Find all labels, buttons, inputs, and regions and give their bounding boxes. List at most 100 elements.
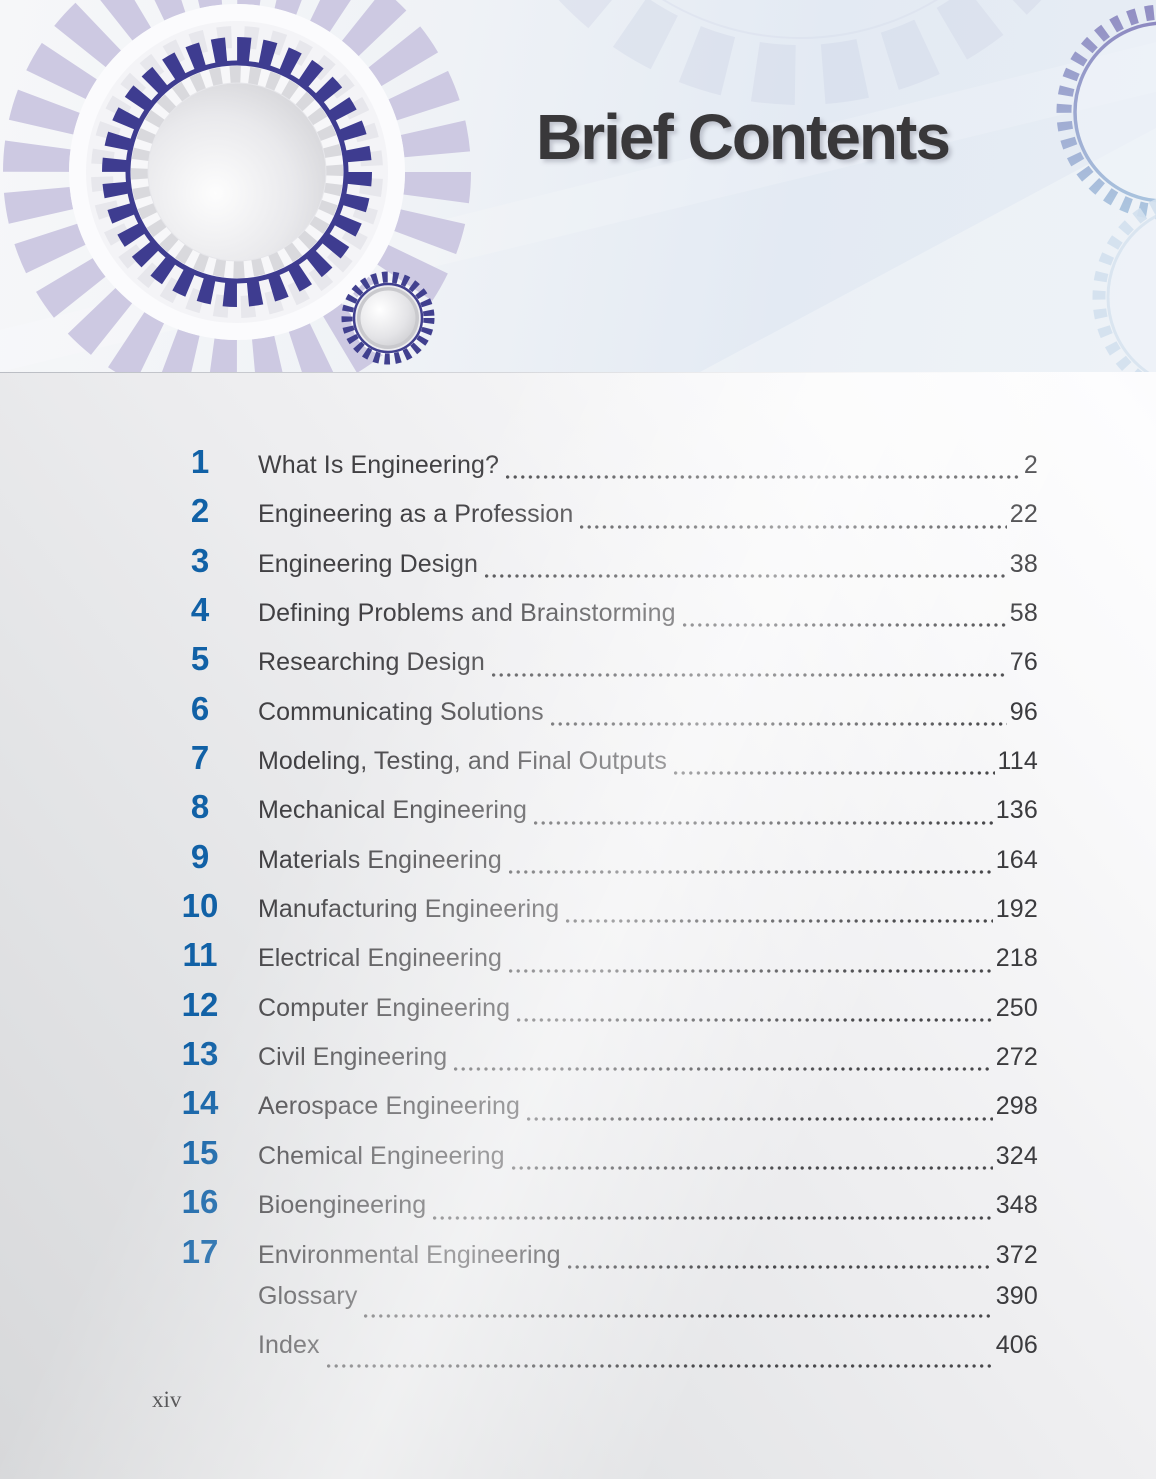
toc-entry: Index 406 [150,1331,1038,1380]
chapter-number: 13 [181,1035,219,1073]
chapter-number: 3 [190,541,210,579]
page-number: 114 [997,747,1038,776]
dot-leader [534,820,993,825]
dot-leader [511,1166,993,1171]
toc-entry: 3 Engineering Design 38 [150,542,1038,591]
folio-page-number: xiv [152,1387,182,1412]
dot-leader [326,1363,993,1368]
toc-entry: 12 Computer Engineering 250 [150,986,1038,1035]
gear-small-icon [341,271,435,365]
gear-outline-right-icon [1056,4,1156,220]
page-number: 406 [995,1331,1038,1360]
chapter-number: 5 [190,640,210,678]
chapter-title: Glossary [258,1281,358,1310]
chapter-number: 17 [181,1232,219,1270]
toc-entry: 6 Communicating Solutions 96 [150,690,1038,739]
dot-leader [485,574,1007,579]
chapter-title: Bioengineering [258,1191,427,1220]
page-number: 136 [995,796,1038,825]
page-number: 58 [1009,599,1038,628]
page-number: 324 [995,1141,1038,1170]
dot-leader [567,1264,993,1269]
dot-leader [433,1215,993,1220]
toc-entry: 17 Environmental Engineering 372 [150,1233,1038,1282]
chapter-title: Materials Engineering [258,845,502,874]
page-number: 164 [995,845,1038,874]
chapter-number: 6 [190,689,210,727]
chapter-title: Engineering as a Profession [258,500,574,529]
chapter-title: Communicating Solutions [258,697,544,726]
swoosh-highlight [0,128,1156,372]
dot-leader [527,1116,993,1121]
toc-entry: 14 Aerospace Engineering 298 [150,1084,1038,1133]
page-number: 22 [1009,500,1038,529]
toc-entry: 10 Manufacturing Engineering 192 [150,887,1038,936]
dot-leader [491,672,1007,677]
chapter-title: Defining Problems and Brainstorming [258,599,676,628]
chapter-number: 10 [181,887,219,925]
chapter-number: 9 [190,837,210,875]
dot-leader [566,919,993,924]
chapter-number: 1 [190,443,210,480]
chapter-title: Engineering Design [258,549,479,578]
page-number: 38 [1009,549,1038,578]
chapter-title: Environmental Engineering [258,1240,561,1269]
page-number: 218 [995,944,1038,973]
chapter-title: Index [258,1331,320,1360]
dot-leader [580,524,1007,529]
chapter-number: 2 [190,492,210,530]
chapter-number: 8 [190,788,210,826]
page-number: 272 [995,1043,1038,1072]
chapter-number: 15 [181,1133,219,1171]
toc-list: 1 What Is Engineering? 2 2 Engineering a… [150,443,1038,1381]
gears-art-icon [0,0,1156,372]
toc-entry: 8 Mechanical Engineering 136 [150,788,1038,837]
gear-faint-top-icon [558,0,1042,105]
chapter-title: Chemical Engineering [258,1141,505,1170]
dot-leader [509,968,993,973]
chapter-number: 7 [190,739,210,777]
chapter-number: 4 [190,591,210,629]
dot-leader [517,1018,993,1023]
page-number: 76 [1009,648,1038,677]
dot-leader [682,623,1007,628]
toc-entry: 15 Chemical Engineering 324 [150,1134,1038,1183]
gear-outline-right-faint-icon [1092,198,1156,372]
chapter-title: Researching Design [258,648,485,677]
chapter-number: 14 [181,1084,219,1122]
chapter-title: Modeling, Testing, and Final Outputs [258,747,667,776]
toc-entry: 1 What Is Engineering? 2 [150,443,1038,492]
dot-leader [506,475,1021,480]
page-number: 348 [995,1191,1038,1220]
toc-entry: 7 Modeling, Testing, and Final Outputs 1… [150,739,1038,788]
page-number: 96 [1009,697,1038,726]
toc-entry: 11 Electrical Engineering 218 [150,936,1038,985]
page-number: 192 [995,895,1038,924]
page-number: 2 [1023,451,1038,479]
dot-leader [454,1067,993,1072]
dot-leader [508,870,993,875]
toc-entry: 5 Researching Design 76 [150,640,1038,689]
toc-entry: 9 Materials Engineering 164 [150,838,1038,887]
toc-entry: 13 Civil Engineering 272 [150,1035,1038,1084]
chapter-number: 12 [181,985,219,1023]
chapter-title: What Is Engineering? [258,451,500,479]
toc-entry: 4 Defining Problems and Brainstorming 58 [150,591,1038,640]
chapter-title: Civil Engineering [258,1043,448,1072]
chapter-number: 11 [182,936,218,974]
toc-entry: 16 Bioengineering 348 [150,1183,1038,1232]
page-number: 298 [995,1092,1038,1121]
toc-entry: Glossary 390 [150,1282,1038,1331]
chapter-title: Aerospace Engineering [258,1092,520,1121]
page-number: 390 [995,1281,1038,1310]
dot-leader [550,722,1007,727]
chapter-title: Mechanical Engineering [258,796,528,825]
dot-leader [673,771,995,776]
chapter-title: Electrical Engineering [258,944,502,973]
chapter-title: Manufacturing Engineering [258,895,560,924]
chapter-title: Computer Engineering [258,993,511,1022]
page-number: 250 [995,993,1038,1022]
page-title: Brief Contents [536,101,951,173]
toc-entry: 2 Engineering as a Profession 22 [150,492,1038,541]
